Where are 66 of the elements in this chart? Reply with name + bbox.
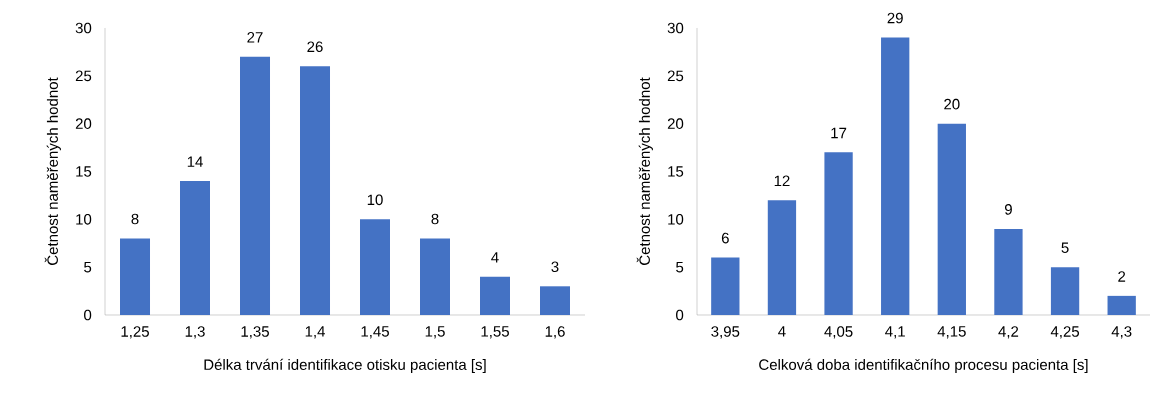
y-tick-label: 5 [84,261,92,273]
bar [711,257,740,315]
x-tick-label: 1,25 [121,326,149,339]
x-tick-label: 1,4 [305,326,325,339]
bar [881,37,910,315]
x-axis-title: Celková doba identifikačního procesu pacienta [s] [759,358,1088,373]
bar [767,200,797,315]
x-tick-label: 1,6 [545,326,565,339]
bar [360,219,390,315]
data-label: 8 [431,213,439,225]
bar [420,238,450,315]
bar [1107,295,1136,315]
x-tick-label: 4,2 [998,326,1019,339]
x-tick-label: 1,3 [185,326,205,339]
bar [180,181,210,315]
x-tick-label: 1,45 [361,326,389,339]
x-tick-label: 1,55 [481,326,509,339]
y-axis-title: Četnost naměřených hodnot [636,77,653,265]
data-label: 12 [774,175,790,186]
y-tick-label: 15 [76,166,92,177]
data-label: 2 [1118,271,1126,282]
data-label: 20 [944,98,960,110]
y-tick-label: 0 [676,309,684,321]
data-label: 17 [831,127,847,139]
y-axis-title: Četnost naměřených hodnot [44,77,61,265]
y-tick-label: 30 [667,22,684,34]
x-tick-label: 4 [778,326,786,337]
y-tick-label: 25 [667,70,684,82]
x-tick-label: 4,15 [937,326,966,339]
x-tick-label: 4,3 [1111,326,1132,339]
bar [540,286,570,315]
bar [937,123,966,315]
x-tick-label: 4,05 [824,326,853,339]
y-tick-label: 30 [75,22,92,34]
bar [240,56,270,315]
x-tick-label: 1,35 [241,326,269,339]
data-label: 14 [187,156,203,167]
y-tick-label: 25 [75,70,92,82]
data-label: 9 [1004,204,1012,215]
x-tick-label: 3,95 [711,326,740,339]
y-tick-label: 15 [668,166,684,177]
x-axis-title: Délka trvání identifikace otisku pacienta [s] [204,358,486,373]
bar [994,228,1023,315]
data-label: 8 [131,213,139,225]
x-tick-label: 4,25 [1050,326,1080,339]
data-label: 4 [491,252,499,263]
bar [1050,267,1080,315]
bar [824,152,853,315]
y-tick-label: 5 [676,261,684,273]
data-label: 10 [367,194,383,206]
y-tick-label: 10 [668,214,684,225]
y-tick-label: 20 [75,118,92,129]
data-label: 6 [721,232,729,244]
bar [480,276,510,315]
data-label: 29 [887,12,903,24]
data-label: 3 [551,261,559,273]
y-tick-label: 10 [76,214,92,225]
bar [120,238,151,315]
y-tick-label: 0 [84,309,92,321]
data-label: 5 [1061,242,1069,253]
data-label: 27 [247,32,263,43]
y-tick-label: 20 [667,118,684,129]
bar [300,66,331,315]
data-label: 26 [307,41,323,53]
x-tick-label: 1,5 [425,326,445,339]
x-tick-label: 4,1 [885,326,905,339]
